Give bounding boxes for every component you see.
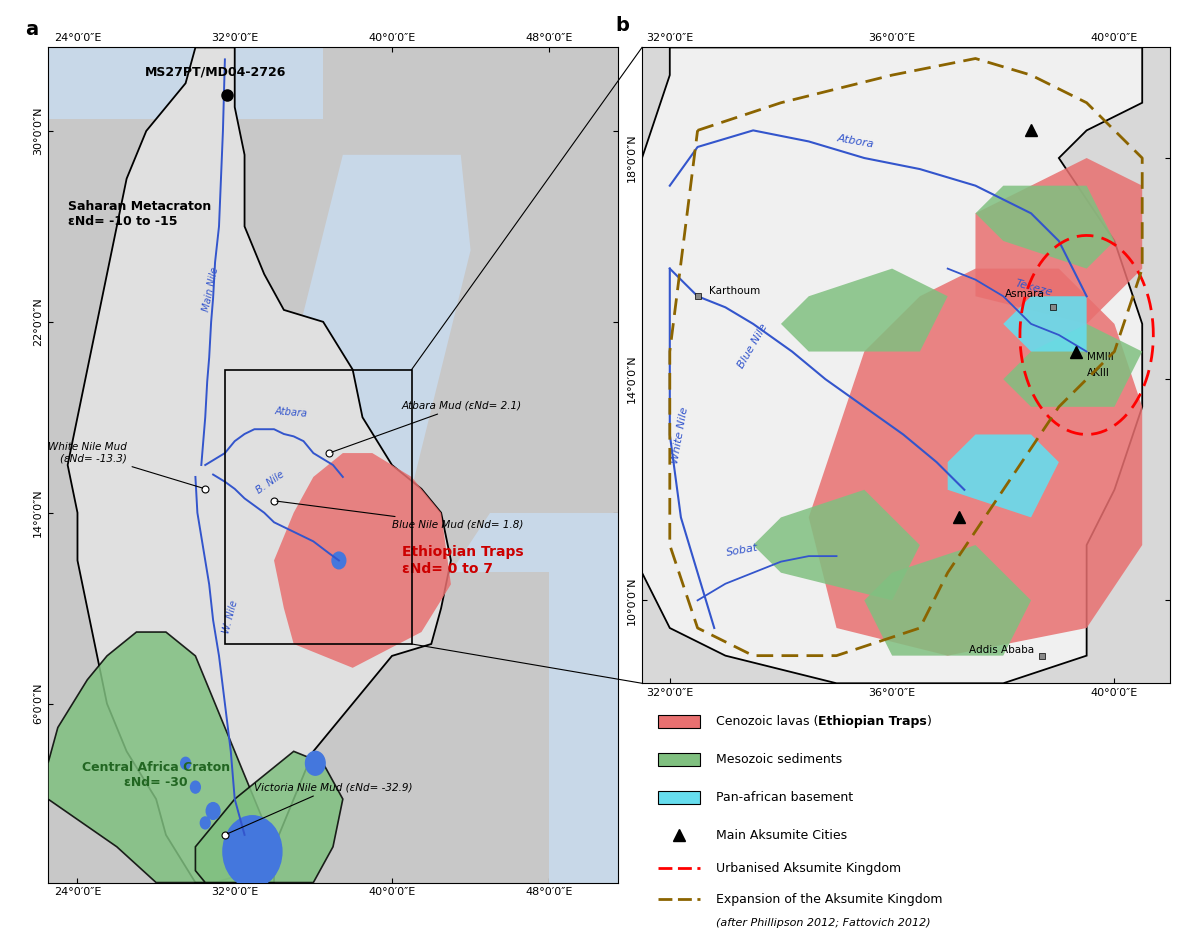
Text: Addis Ababa: Addis Ababa — [968, 645, 1034, 655]
Text: Cenozoic lavas (: Cenozoic lavas ( — [716, 715, 818, 728]
Text: White Nile Mud
(εNd= -13.3): White Nile Mud (εNd= -13.3) — [48, 442, 203, 488]
Text: Atbora: Atbora — [836, 133, 875, 149]
Polygon shape — [48, 632, 274, 883]
Text: Central Africa Craton
εNd= -30: Central Africa Craton εNd= -30 — [82, 761, 230, 790]
Polygon shape — [451, 512, 618, 572]
Text: b: b — [616, 16, 630, 35]
Polygon shape — [67, 47, 451, 883]
Text: W. Nile: W. Nile — [221, 599, 239, 634]
Text: Main Nile: Main Nile — [202, 266, 221, 312]
Polygon shape — [550, 572, 618, 883]
Text: Pan-african basement: Pan-african basement — [716, 791, 853, 804]
Text: Tekeze: Tekeze — [1014, 279, 1054, 298]
Text: AKIII: AKIII — [1087, 368, 1110, 378]
Circle shape — [191, 781, 200, 793]
Text: ): ) — [928, 715, 932, 728]
Text: Blue Nile: Blue Nile — [737, 322, 770, 370]
Circle shape — [223, 816, 282, 887]
Polygon shape — [976, 186, 1115, 269]
Polygon shape — [642, 47, 1170, 683]
Text: Ethiopian Traps
εNd= 0 to 7: Ethiopian Traps εNd= 0 to 7 — [402, 546, 523, 575]
Polygon shape — [48, 47, 618, 883]
Text: Urbanised Aksumite Kingdom: Urbanised Aksumite Kingdom — [716, 862, 901, 875]
Text: Expansion of the Aksumite Kingdom: Expansion of the Aksumite Kingdom — [716, 893, 942, 905]
Polygon shape — [781, 269, 948, 351]
Text: White Nile: White Nile — [670, 406, 690, 464]
Text: Blue Nile Mud (εNd= 1.8): Blue Nile Mud (εNd= 1.8) — [277, 501, 523, 530]
Text: B. Nile: B. Nile — [254, 469, 286, 495]
Text: Main Aksumite Cities: Main Aksumite Cities — [716, 828, 847, 842]
Polygon shape — [1003, 324, 1142, 407]
Text: Saharan Metacraton
εNd= -10 to -15: Saharan Metacraton εNd= -10 to -15 — [67, 200, 211, 229]
Text: a: a — [25, 20, 38, 39]
Circle shape — [206, 803, 220, 819]
Circle shape — [306, 752, 325, 775]
Text: MS27PT/MD04-2726: MS27PT/MD04-2726 — [144, 65, 286, 79]
Text: (after Phillipson 2012; Fattovich 2012): (after Phillipson 2012; Fattovich 2012) — [716, 918, 930, 928]
Polygon shape — [1003, 296, 1087, 351]
Text: MMIII: MMIII — [1087, 351, 1114, 362]
Polygon shape — [274, 453, 451, 668]
FancyBboxPatch shape — [658, 791, 700, 804]
Polygon shape — [48, 47, 323, 119]
Text: Karthoum: Karthoum — [709, 286, 760, 296]
Text: Sobat: Sobat — [725, 543, 758, 558]
Text: Asmara: Asmara — [1006, 289, 1045, 299]
Text: Atbara: Atbara — [274, 406, 307, 419]
Circle shape — [200, 817, 210, 828]
Text: Victoria Nile Mud (εNd= -32.9): Victoria Nile Mud (εNd= -32.9) — [228, 782, 413, 834]
Circle shape — [332, 552, 346, 568]
Text: Atbara Mud (εNd= 2.1): Atbara Mud (εNd= 2.1) — [331, 400, 522, 452]
Bar — [224, 369, 412, 644]
FancyBboxPatch shape — [658, 715, 700, 728]
Polygon shape — [948, 435, 1058, 517]
FancyBboxPatch shape — [658, 753, 700, 766]
Circle shape — [181, 757, 191, 770]
Polygon shape — [245, 155, 470, 585]
Text: Mesozoic sediments: Mesozoic sediments — [716, 753, 842, 766]
Polygon shape — [196, 752, 343, 883]
Polygon shape — [754, 490, 920, 601]
Polygon shape — [864, 545, 1031, 656]
Polygon shape — [976, 158, 1142, 324]
Text: Ethiopian Traps: Ethiopian Traps — [818, 715, 928, 728]
Polygon shape — [809, 269, 1142, 656]
Polygon shape — [642, 47, 1142, 683]
